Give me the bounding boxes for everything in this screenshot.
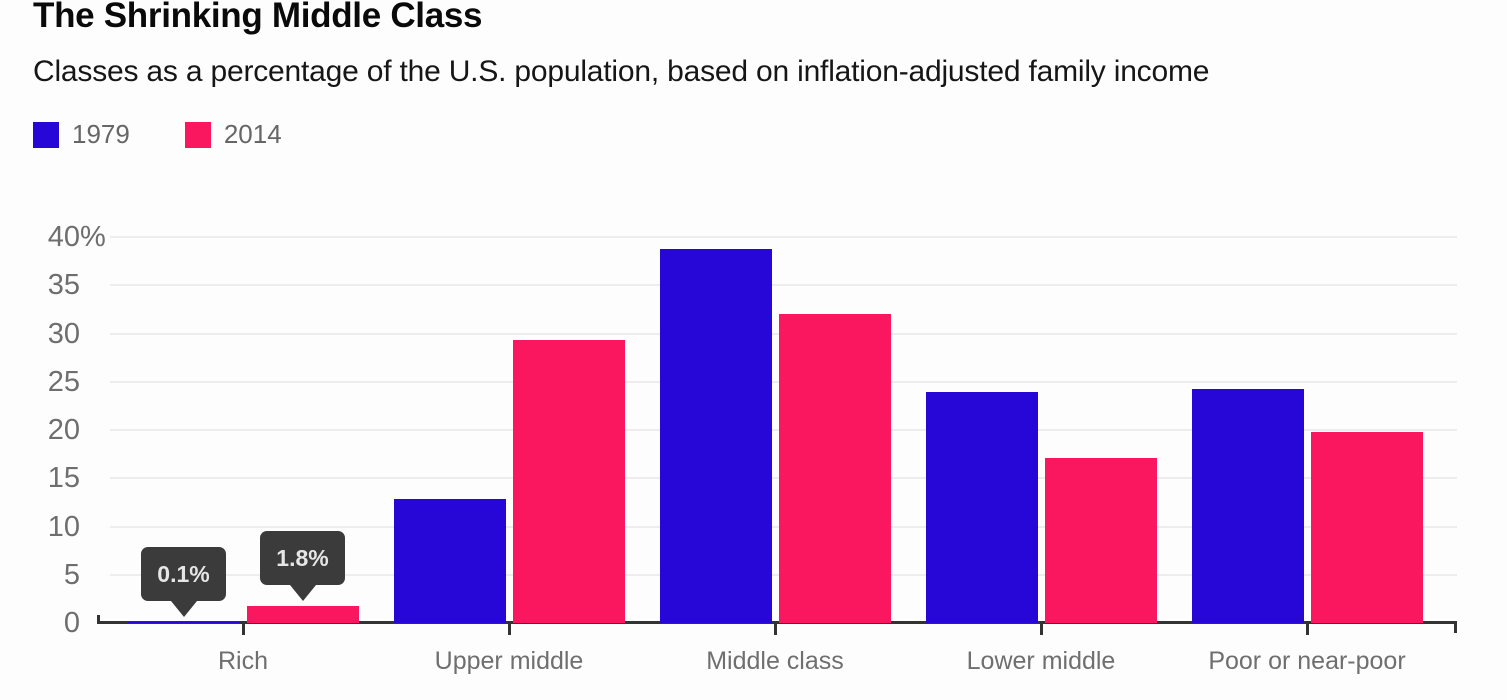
tooltip-1979-rich: 0.1%	[141, 547, 226, 617]
bar-2014-poor-or-near-poor[interactable]	[1310, 432, 1423, 623]
bar-1979-poor-or-near-poor[interactable]	[1191, 389, 1304, 623]
x-axis-right-end-tick	[1454, 624, 1457, 633]
legend-label-2014: 2014	[223, 119, 282, 149]
x-axis-tick-poor-or-near-poor	[1305, 624, 1309, 635]
chart-subtitle: Classes as a percentage of the U.S. popu…	[33, 55, 1210, 88]
tooltip-pointer	[170, 601, 197, 617]
tooltip-2014-rich: 1.8%	[260, 531, 345, 601]
bar-1979-rich[interactable]	[127, 622, 240, 623]
bar-2014-upper-middle[interactable]	[512, 340, 625, 623]
legend-item-2014[interactable]: 2014	[184, 119, 282, 150]
x-axis-label-poor-or-near-poor: Poor or near-poor	[1208, 647, 1406, 675]
percent-sign: %	[80, 221, 106, 253]
y-axis-tick-value: 30	[47, 317, 80, 350]
y-axis-tick-label-40: 40%	[10, 221, 106, 253]
x-axis-label-middle-class: Middle class	[706, 647, 844, 675]
x-axis-tick-rich	[241, 624, 245, 635]
bar-2014-lower-middle[interactable]	[1044, 458, 1157, 623]
x-axis-label-lower-middle: Lower middle	[966, 647, 1116, 675]
x-axis-tick-lower-middle	[1039, 624, 1043, 635]
bar-1979-upper-middle[interactable]	[393, 499, 506, 623]
bar-2014-middle-class[interactable]	[778, 314, 891, 623]
bar-1979-middle-class[interactable]	[659, 249, 772, 623]
y-axis-tick-label-5: 5	[10, 559, 80, 591]
gridline-40	[110, 236, 1457, 238]
y-axis-tick-value: 35	[47, 269, 80, 302]
x-axis-tick-upper-middle	[507, 624, 511, 635]
x-axis-label-upper-middle: Upper middle	[434, 647, 584, 675]
y-axis-tick-value: 5	[63, 558, 80, 591]
tooltip-value: 0.1%	[157, 560, 210, 587]
tooltip-pointer	[289, 585, 316, 601]
y-axis-tick-value: 20	[47, 414, 80, 446]
legend-swatch-2014	[184, 121, 211, 148]
x-axis-line	[97, 621, 1457, 624]
legend-item-1979[interactable]: 1979	[33, 119, 130, 150]
y-axis-tick-label-0: 0	[10, 607, 80, 639]
legend: 1979 2014	[33, 119, 282, 150]
y-axis-tick-label-20: 20	[10, 414, 80, 446]
y-axis-tick-value: 15	[47, 462, 80, 495]
y-axis-tick-label-30: 30	[10, 318, 80, 350]
gridline-35	[110, 284, 1457, 287]
y-axis-tick-label-15: 15	[10, 462, 80, 494]
y-axis-tick-value: 40	[47, 221, 80, 253]
y-axis-tick-label-10: 10	[10, 511, 80, 543]
x-axis-label-rich: Rich	[217, 647, 268, 675]
legend-label-1979: 1979	[72, 119, 130, 149]
y-axis-tick-label-35: 35	[10, 269, 80, 301]
bar-2014-rich[interactable]	[246, 606, 359, 623]
y-axis-tick-label-25: 25	[10, 366, 80, 398]
y-axis-tick-value: 0	[63, 607, 80, 639]
y-axis-tick-value: 10	[47, 510, 80, 543]
tooltip-value: 1.8%	[276, 544, 329, 571]
chart-title: The Shrinking Middle Class	[33, 0, 483, 35]
bar-1979-lower-middle[interactable]	[925, 392, 1038, 623]
x-axis-left-end-tick	[97, 615, 100, 622]
x-axis-tick-middle-class	[773, 624, 777, 635]
legend-swatch-1979	[33, 121, 59, 148]
y-axis-tick-value: 25	[47, 365, 80, 398]
